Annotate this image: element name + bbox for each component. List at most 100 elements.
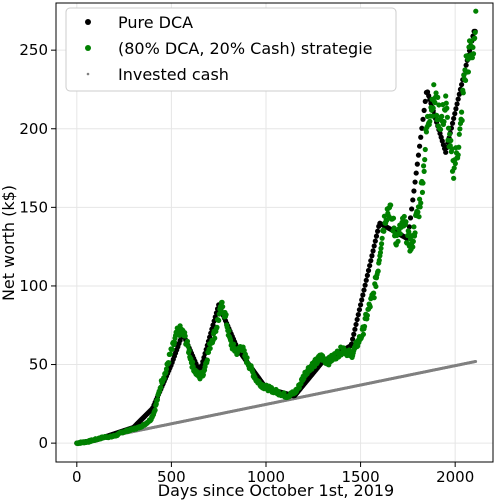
y-tick-label: 0 (38, 434, 48, 452)
strategy-point (226, 328, 232, 334)
series-invested-cash (75, 359, 478, 445)
pure-dca-point (352, 326, 358, 332)
strategy-point (223, 311, 229, 318)
strategy-point (469, 55, 475, 61)
strategy-point (445, 125, 452, 131)
pure-dca-point (353, 321, 359, 328)
strategy-point (451, 165, 457, 171)
strategy-point (472, 35, 478, 41)
legend-label-invested-cash: Invested cash (118, 65, 229, 84)
x-tick-label: 1000 (247, 468, 285, 486)
pure-dca-point (454, 101, 460, 107)
pure-dca-point (357, 302, 364, 308)
strategy-point (456, 131, 462, 137)
y-tick-label: 50 (29, 356, 48, 374)
strategy-point (395, 238, 401, 244)
strategy-point (189, 359, 196, 365)
strategy-point (433, 90, 439, 96)
pure-dca-point (406, 224, 412, 230)
pure-dca-point (409, 206, 415, 212)
strategy-point (379, 235, 385, 241)
legend-label-strategy: (80% DCA, 20% Cash) strategie (118, 39, 372, 58)
strategy-point (452, 160, 458, 167)
pure-dca-point (416, 143, 423, 149)
strategy-point (451, 175, 457, 181)
series-strategy (74, 8, 479, 447)
strategy-point (214, 324, 220, 330)
strategy-point (419, 189, 426, 195)
pure-dca-point (421, 107, 427, 113)
strategy-point (422, 157, 428, 163)
strategy-point (388, 202, 394, 208)
strategy-point (381, 213, 388, 219)
pure-dca-point (411, 188, 417, 194)
pure-dca-point (350, 336, 356, 342)
legend-box (65, 7, 397, 92)
strategy-point (230, 341, 237, 347)
pure-dca-point (371, 243, 377, 249)
strategy-point (167, 351, 174, 357)
strategy-point (470, 51, 477, 57)
y-tick-label: 100 (19, 277, 48, 295)
pure-dca-point (414, 161, 420, 167)
strategy-point (169, 346, 175, 352)
pure-dca-point (456, 91, 462, 97)
y-axis-label: Net worth (k$) (0, 185, 18, 301)
strategy-point (470, 44, 476, 51)
pure-dca-point (368, 258, 374, 264)
strategy-point (432, 100, 438, 106)
strategy-point (437, 126, 444, 133)
pure-dca-point (370, 248, 376, 254)
strategy-point (447, 131, 453, 137)
strategy-point (444, 105, 450, 111)
strategy-point (184, 338, 191, 344)
strategy-point (371, 290, 377, 296)
pure-dca-point (458, 81, 465, 88)
pure-dca-point (361, 287, 367, 293)
pure-dca-point (362, 282, 368, 288)
strategy-point (384, 217, 390, 224)
strategy-point (410, 238, 416, 244)
legend-marker-invested-cash (86, 72, 90, 76)
strategy-point (473, 8, 479, 14)
strategy-point (163, 366, 170, 372)
pure-dca-point (210, 322, 216, 328)
x-tick-label: 500 (157, 468, 186, 486)
strategy-point (457, 126, 463, 132)
pure-dca-point (348, 341, 355, 347)
pure-dca-point (355, 312, 361, 318)
pure-dca-point (413, 170, 419, 176)
strategy-point (381, 228, 387, 234)
pure-dca-point (455, 96, 461, 102)
invested-cash-point (474, 359, 478, 363)
legend-marker-strategy (85, 45, 91, 51)
strategy-point (465, 69, 472, 75)
strategy-point (220, 304, 226, 310)
strategy-point (422, 146, 428, 153)
strategy-point (200, 372, 206, 378)
pure-dca-point (364, 272, 370, 278)
strategy-point (371, 295, 377, 301)
pure-dca-point (372, 238, 378, 244)
x-tick-label: 2000 (436, 468, 474, 486)
pure-dca-point (452, 111, 458, 117)
strategy-point (431, 82, 437, 88)
legend-label-pure-dca: Pure DCA (118, 13, 193, 32)
pure-dca-point (415, 152, 422, 158)
strategy-point (390, 215, 397, 221)
strategy-point (460, 90, 466, 96)
pure-dca-point (407, 215, 414, 221)
strategy-point (420, 180, 426, 186)
strategy-point (416, 214, 422, 220)
x-axis-label: Days since October 1st, 2019 (158, 481, 394, 500)
strategy-point (430, 113, 436, 119)
pure-dca-point (375, 228, 381, 234)
pure-dca-point (419, 125, 425, 131)
pure-dca-point (360, 292, 366, 298)
strategy-point (207, 345, 213, 351)
strategy-point (244, 355, 250, 361)
strategy-point (391, 225, 397, 231)
strategy-point (455, 152, 461, 158)
pure-dca-point (356, 307, 363, 313)
pure-dca-point (351, 331, 357, 337)
